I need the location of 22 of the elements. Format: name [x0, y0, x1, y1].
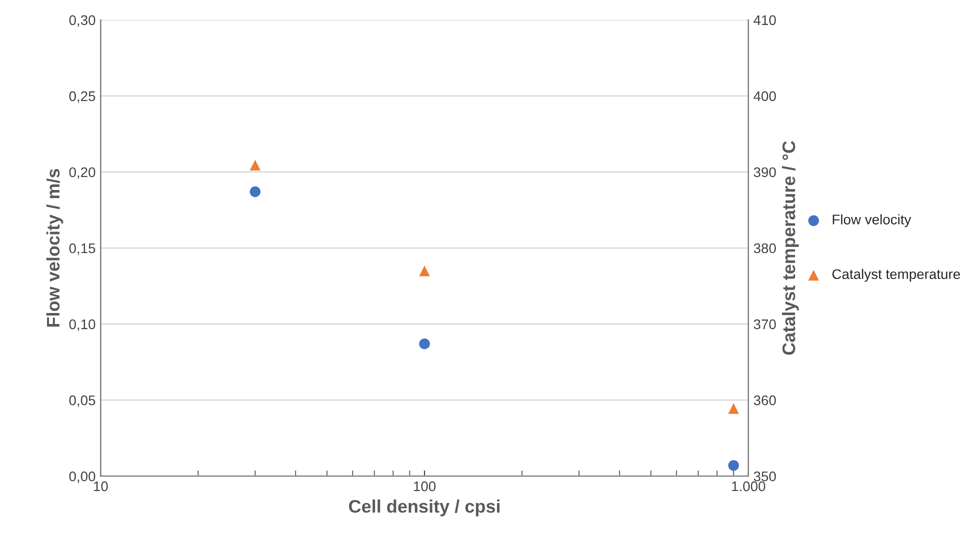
y-tick-label: 0,20 [69, 167, 96, 179]
y2-tick-label: 370 [754, 319, 776, 330]
y2-tick-label: 360 [754, 395, 776, 406]
y-tick-label: 0,15 [69, 243, 96, 255]
x-tick-label: 10 [94, 481, 108, 492]
y-tick-label: 0,30 [69, 15, 96, 27]
y2-tick-label: 390 [754, 167, 776, 178]
legend-label: Flow velocity [832, 214, 912, 228]
y-tick-label: 0,10 [69, 319, 96, 331]
y2-tick-label: 400 [754, 91, 776, 102]
y2-axis-title: Catalyst temperature / °C [782, 141, 799, 355]
x-axis-title: Cell density / cpsi [348, 499, 500, 516]
y2-tick-label: 410 [754, 15, 776, 26]
x-tick-label: 1.000 [732, 481, 766, 492]
y-axis-title: Flow velocity / m/s [46, 168, 64, 327]
y2-tick-label: 380 [754, 243, 776, 254]
legend-label: Catalyst temperature [832, 268, 960, 282]
y-tick-label: 0,05 [69, 395, 96, 407]
x-tick-label: 100 [414, 481, 436, 492]
y-tick-label: 0,25 [69, 91, 96, 103]
y-tick-label: 0,00 [69, 471, 96, 483]
y2-tick-label: 350 [754, 471, 776, 482]
